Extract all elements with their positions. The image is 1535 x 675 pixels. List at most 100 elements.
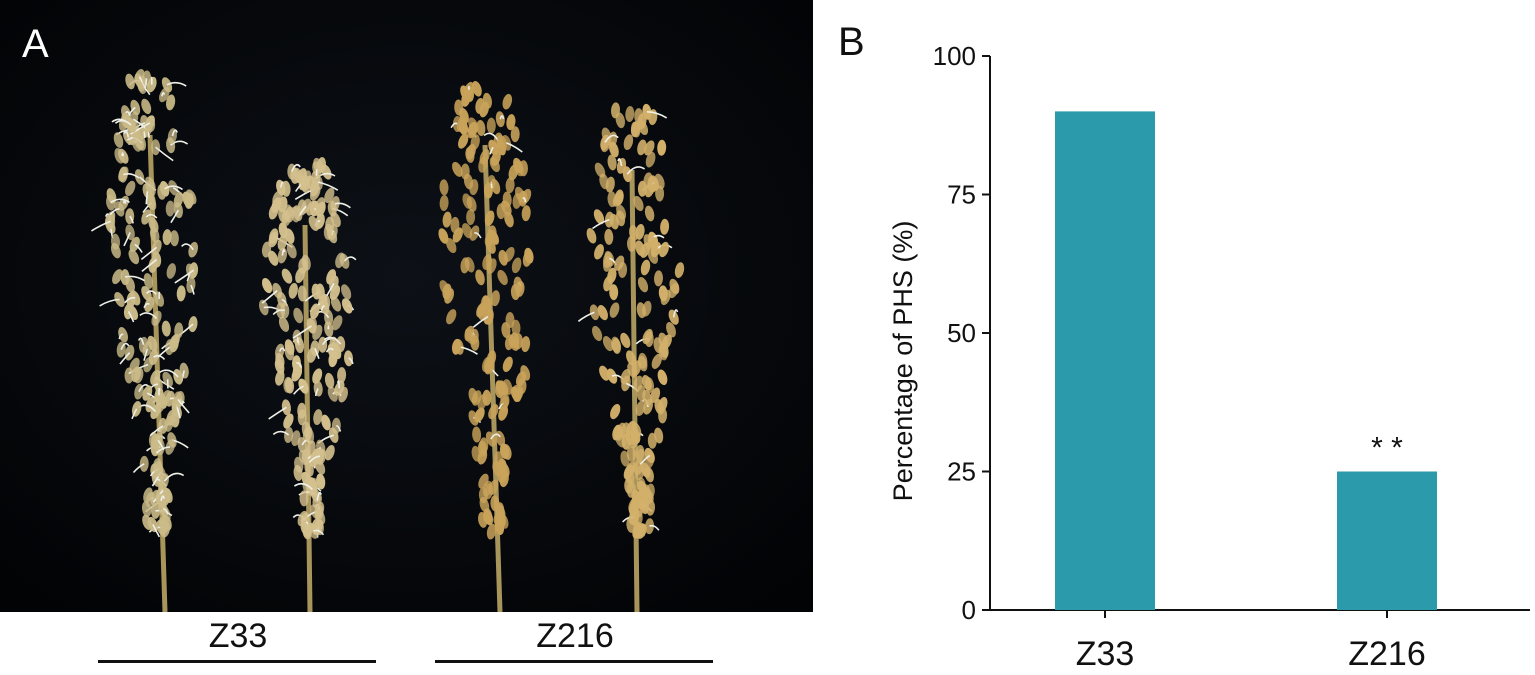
rice-grain — [268, 231, 279, 248]
rice-grain — [478, 473, 489, 489]
rice-grain — [173, 191, 184, 208]
rice-grain — [641, 374, 652, 391]
rice-grain — [295, 267, 305, 284]
sprout — [130, 122, 151, 135]
rice-grain — [502, 93, 513, 110]
rice-grain — [608, 141, 619, 158]
x-tick-label: Z216 — [1348, 635, 1426, 673]
rice-grain — [657, 369, 668, 386]
rice-grain — [669, 278, 680, 295]
rice-grain — [321, 414, 331, 431]
rice-grain — [500, 390, 510, 407]
sprout — [292, 325, 312, 339]
rice-grain — [458, 119, 468, 136]
rice-grain — [165, 200, 175, 217]
rice-grain — [482, 92, 493, 109]
sprout — [139, 312, 158, 319]
sprout — [114, 119, 132, 126]
group-underline-z216 — [435, 660, 713, 663]
y-tick-label: 75 — [947, 180, 976, 210]
rice-grain — [483, 483, 494, 500]
rice-grain — [599, 173, 609, 190]
rice-grain — [446, 309, 457, 325]
rice-grain — [439, 195, 449, 211]
rice-grain — [141, 98, 152, 115]
y-tick-label: 25 — [947, 457, 976, 487]
rice-grain — [644, 181, 655, 198]
rice-grain — [462, 193, 473, 209]
rice-grain — [654, 173, 665, 190]
rice-grain — [483, 509, 494, 526]
sprout — [128, 106, 136, 116]
rice-grain — [162, 229, 172, 246]
sprout — [639, 454, 651, 465]
sprout — [110, 198, 130, 204]
rice-grain — [466, 143, 476, 160]
rice-grain — [513, 333, 523, 350]
rice-grain — [490, 150, 501, 167]
rice-grain — [286, 242, 297, 259]
sprout — [171, 129, 178, 137]
rice-grain — [666, 321, 676, 338]
rice-grain — [300, 176, 310, 193]
sprout — [313, 529, 325, 536]
rice-grain — [468, 121, 478, 138]
rice-grain — [472, 426, 482, 443]
rice-grain — [470, 334, 480, 351]
sprout — [272, 309, 286, 316]
rice-grain — [161, 320, 171, 337]
sprout — [337, 380, 341, 389]
rice-grain — [477, 394, 487, 410]
rice-grain — [165, 94, 176, 111]
rice-grain — [594, 244, 604, 260]
rice-grain — [642, 328, 653, 345]
sprout — [316, 491, 322, 501]
rice-grain — [499, 471, 509, 488]
rice-grain — [510, 386, 522, 402]
rice-grain — [293, 307, 304, 324]
sprout — [134, 243, 143, 253]
rice-grain — [591, 325, 603, 342]
rice-grain — [626, 481, 636, 498]
rice-grain — [618, 262, 628, 278]
rice-grain — [522, 250, 533, 267]
rice-grain — [498, 249, 508, 266]
sprout — [326, 282, 335, 297]
group-label-z216: Z216 — [536, 617, 614, 655]
rice-grain — [261, 277, 273, 294]
sprout — [131, 408, 138, 420]
rice-grain — [445, 237, 457, 254]
rice-grain — [586, 228, 597, 244]
rice-grain — [297, 409, 307, 426]
sprout — [141, 258, 158, 273]
rice-grain — [312, 368, 323, 384]
rice-grain — [613, 424, 624, 441]
rice-grain — [477, 448, 488, 465]
rice-grain — [439, 179, 449, 196]
rice-grain — [129, 357, 140, 373]
rice-grain — [466, 209, 476, 226]
rice-grain — [607, 154, 617, 171]
sprout — [343, 256, 357, 262]
panicle-illustration — [0, 0, 813, 612]
rice-grain — [442, 211, 452, 228]
sprout — [152, 524, 161, 538]
rice-grain — [506, 114, 516, 131]
rice-grain — [284, 377, 295, 394]
panicle-photo — [0, 0, 813, 612]
rice-grain — [504, 211, 514, 228]
sprout — [129, 215, 134, 224]
rice-grain — [604, 228, 614, 245]
rice-grain — [611, 338, 622, 354]
sprout — [164, 185, 183, 191]
rice-grain — [125, 180, 136, 196]
sprout — [124, 275, 146, 282]
rice-grain — [281, 180, 291, 197]
rice-grain — [325, 216, 335, 233]
rice-grain — [626, 350, 637, 366]
sprout — [506, 142, 523, 153]
rice-grain — [469, 179, 479, 196]
rice-grain — [625, 106, 635, 122]
rice-grain — [299, 490, 309, 507]
rice-grain — [508, 164, 519, 181]
